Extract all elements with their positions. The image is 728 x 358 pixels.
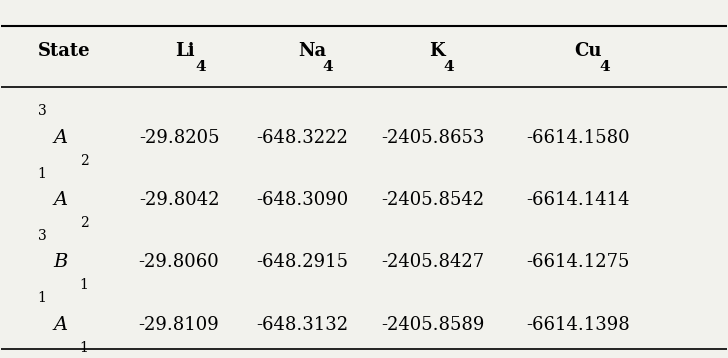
Text: -6614.1275: -6614.1275 [526, 253, 630, 271]
Text: -29.8109: -29.8109 [139, 315, 219, 334]
Text: 3: 3 [38, 229, 47, 243]
Text: A: A [54, 315, 68, 334]
Text: -2405.8653: -2405.8653 [381, 129, 485, 147]
Text: -2405.8589: -2405.8589 [381, 315, 485, 334]
Text: B: B [54, 253, 68, 271]
Text: 1: 1 [79, 279, 89, 292]
Text: State: State [38, 42, 90, 60]
Text: 2: 2 [79, 216, 89, 230]
Text: K: K [430, 42, 445, 60]
Text: A: A [54, 191, 68, 209]
Text: -29.8060: -29.8060 [139, 253, 219, 271]
Text: -6614.1580: -6614.1580 [526, 129, 630, 147]
Text: -6614.1398: -6614.1398 [526, 315, 630, 334]
Text: 1: 1 [38, 291, 47, 305]
Text: A: A [54, 129, 68, 147]
Text: -2405.8427: -2405.8427 [381, 253, 484, 271]
Text: 2: 2 [79, 154, 89, 168]
Text: -648.2915: -648.2915 [256, 253, 349, 271]
Text: 4: 4 [322, 60, 333, 74]
Text: -29.8042: -29.8042 [139, 191, 219, 209]
Text: -2405.8542: -2405.8542 [381, 191, 484, 209]
Text: -648.3132: -648.3132 [256, 315, 349, 334]
Text: 3: 3 [38, 105, 47, 118]
Text: -648.3090: -648.3090 [256, 191, 349, 209]
Text: 1: 1 [79, 340, 89, 355]
Text: 4: 4 [444, 60, 454, 74]
Text: Li: Li [175, 42, 195, 60]
Text: -6614.1414: -6614.1414 [526, 191, 630, 209]
Text: -648.3222: -648.3222 [256, 129, 348, 147]
Text: Na: Na [298, 42, 327, 60]
Text: 1: 1 [38, 166, 47, 181]
Text: -29.8205: -29.8205 [139, 129, 219, 147]
Text: Cu: Cu [574, 42, 602, 60]
Text: 4: 4 [196, 60, 206, 74]
Text: 4: 4 [599, 60, 609, 74]
